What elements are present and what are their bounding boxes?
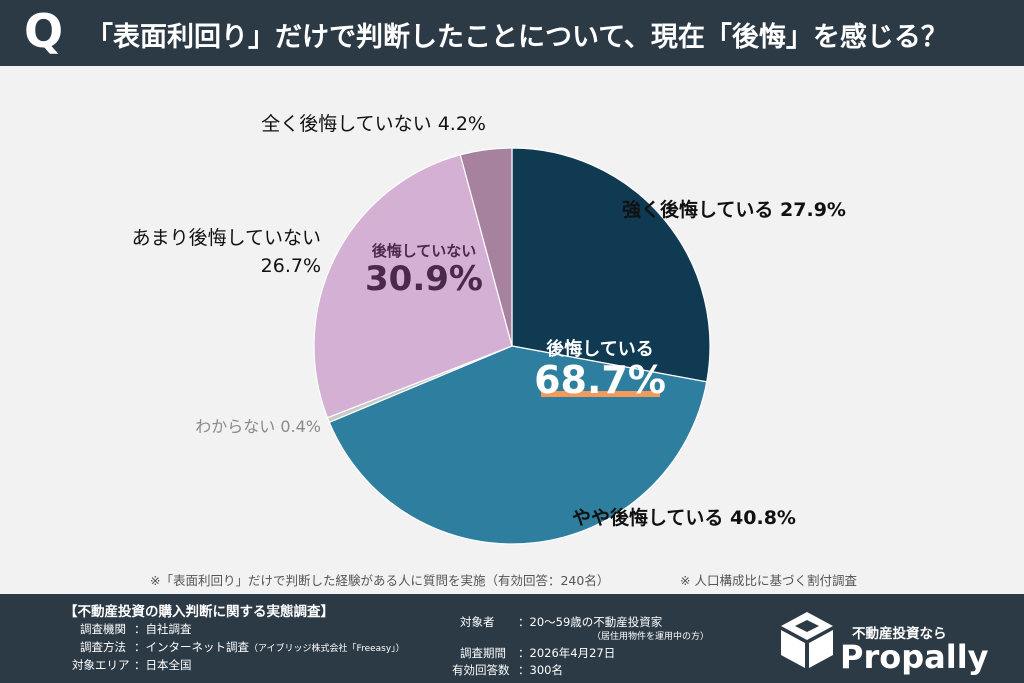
slice-value-0: 27.9% (780, 199, 846, 221)
slice-label-2: わからない 0.4% (195, 417, 321, 436)
survey-title: 【不動産投資の購入判断に関する実態調査】 (64, 604, 334, 620)
survey-method-value: ：インターネット調査（アイブリッジ株式会社「Freeasy」） (134, 639, 405, 655)
survey-count-value: ：300名 (518, 663, 563, 677)
slice-label-4: 全く後悔していない 4.2% (261, 113, 486, 135)
survey-method-main: ：インターネット調査 (134, 640, 249, 654)
survey-method-sub: （アイブリッジ株式会社「Freeasy」） (249, 644, 405, 654)
footnote-respondents: ※「表面利回り」だけで判断した経験がある人に質問を実施（有効回答：240名） (150, 573, 610, 588)
group-value-1: 30.9% (365, 259, 483, 299)
survey-target-value: ：20〜59歳の不動産投資家 (518, 615, 663, 629)
survey-area-value: ：日本全国 (134, 658, 192, 672)
survey-target-key: 対象者 (460, 615, 495, 629)
survey-method-key: 調査方法 (80, 640, 126, 654)
slice-label-text-4: 全く後悔していない (261, 113, 437, 135)
slice-value-3: 26.7% (261, 255, 321, 277)
survey-period-value: ：2026年4月27日 (518, 646, 616, 660)
pie-slice-0 (511, 147, 711, 383)
survey-count-key: 有効回答数 (452, 663, 510, 677)
pie-chart: 強く後悔している 27.9% やや後悔している 40.8% わからない 0.4% あま… (132, 113, 846, 545)
propally-logo-icon (781, 612, 833, 668)
slice-label-3: あまり後悔していない (132, 227, 321, 249)
slice-value-2: 0.4% (280, 417, 321, 436)
group-underline-0 (541, 391, 660, 397)
brand-name: Propally (840, 638, 989, 676)
survey-org-value: ：自社調査 (134, 622, 192, 636)
group-label-0: 後悔している (546, 338, 653, 360)
q-letter: Q (24, 4, 64, 58)
pie-slice-3 (313, 154, 513, 419)
slice-label-text-0: 強く後悔している (622, 198, 780, 221)
pie-slice-4 (459, 147, 513, 347)
survey-area-key: 対象エリア (72, 658, 130, 672)
survey-period-key: 調査期間 (460, 646, 506, 660)
slice-value-4: 4.2% (438, 113, 486, 135)
question-text: 「表面利回り」だけで判断したことについて、現在「後悔」を感じる？ (86, 22, 948, 53)
survey-target-sub: （居住用物件を運用中の方） (592, 632, 710, 642)
brand-tagline: 不動産投資なら (852, 626, 947, 642)
slice-value-1: 40.8% (730, 507, 796, 529)
slice-label-1: やや後悔している 40.8% (572, 506, 796, 529)
slice-label-text-1: やや後悔している (572, 506, 730, 529)
survey-footer: 【不動産投資の購入判断に関する実態調査】 調査機関 ：自社調査 調査方法 ：イン… (0, 594, 1024, 683)
group-value-0: 68.7% (534, 358, 666, 402)
slice-label-text-2: わからない (195, 417, 280, 436)
slice-label-0: 強く後悔している 27.9% (622, 198, 846, 221)
survey-org-key: 調査機関 (80, 622, 126, 636)
question-header: Q 「表面利回り」だけで判断したことについて、現在「後悔」を感じる？ (0, 0, 1024, 66)
group-label-1: 後悔していない (371, 242, 477, 260)
footnote-allocation: ※ 人口構成比に基づく割付調査 (680, 573, 857, 588)
